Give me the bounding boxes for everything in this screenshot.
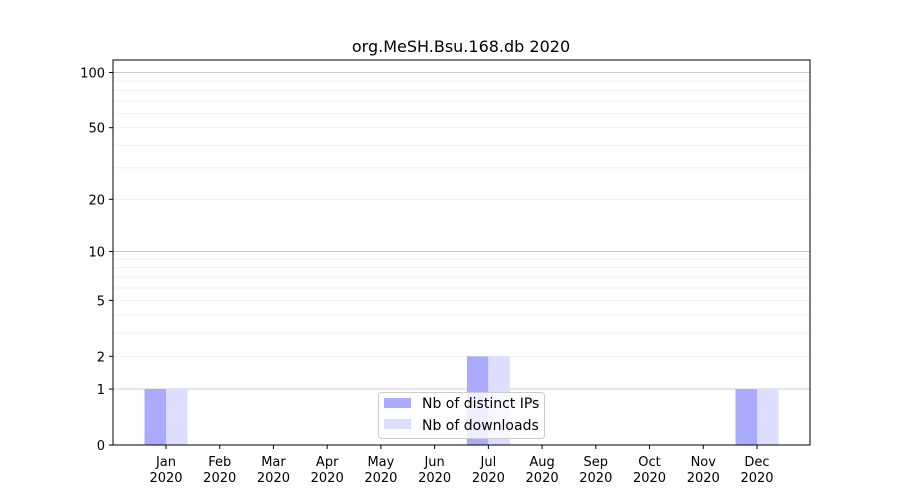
x-tick-label: 2020 <box>149 471 182 486</box>
bar-downloads <box>166 389 188 445</box>
x-tick-label: Apr <box>316 455 339 470</box>
x-tick-label: Jun <box>423 455 444 470</box>
x-tick-label: Jan <box>155 455 176 470</box>
chart-title: org.MeSH.Bsu.168.db 2020 <box>352 37 570 56</box>
x-tick-label: 2020 <box>633 471 666 486</box>
x-tick-label: May <box>367 455 394 470</box>
plot-frame <box>112 59 811 446</box>
legend-box <box>378 392 545 439</box>
x-tick-label: 2020 <box>364 471 397 486</box>
x-tick-label: Dec <box>744 455 769 470</box>
y-tick-label: 2 <box>97 350 105 365</box>
x-tick-label: Mar <box>261 455 286 470</box>
x-tick-label: 2020 <box>311 471 344 486</box>
gridlines <box>113 72 810 390</box>
x-tick-label: 2020 <box>526 471 559 486</box>
x-tick-label: Nov <box>691 455 717 470</box>
x-tick-label: Sep <box>584 455 609 470</box>
x-tick-label: 2020 <box>740 471 773 486</box>
y-tick-label: 5 <box>97 294 105 309</box>
y-tick-label: 1 <box>97 383 105 398</box>
x-tick-label: Feb <box>208 455 231 470</box>
y-tick-label: 100 <box>80 67 105 82</box>
legend-label-downloads: Nb of downloads <box>422 418 539 434</box>
legend: Nb of distinct IPs Nb of downloads <box>378 392 545 439</box>
y-tick-label: 10 <box>88 245 105 260</box>
y-tick-label: 20 <box>88 193 105 208</box>
y-tick-label: 50 <box>88 122 105 137</box>
y-axis: 0 1 2 5 10 20 50 100 <box>80 67 113 454</box>
x-tick-label: 2020 <box>472 471 505 486</box>
legend-swatch-ips <box>384 398 411 408</box>
x-tick-label: Jul <box>480 455 497 470</box>
legend-label-ips: Nb of distinct IPs <box>422 396 539 412</box>
y-tick-label: 0 <box>97 439 105 454</box>
bar-distinct-ips <box>735 389 757 445</box>
bar-distinct-ips <box>144 389 166 445</box>
x-tick-label: Aug <box>529 455 554 470</box>
x-tick-label: 2020 <box>257 471 290 486</box>
bar-downloads <box>757 389 779 445</box>
x-tick-label: 2020 <box>418 471 451 486</box>
x-tick-label: Oct <box>638 455 660 470</box>
x-tick-label: 2020 <box>687 471 720 486</box>
x-tick-label: 2020 <box>203 471 236 486</box>
x-axis: Jan2020Feb2020Mar2020Apr2020May2020Jun20… <box>149 445 774 486</box>
x-tick-label: 2020 <box>579 471 612 486</box>
legend-swatch-downloads <box>384 419 411 429</box>
